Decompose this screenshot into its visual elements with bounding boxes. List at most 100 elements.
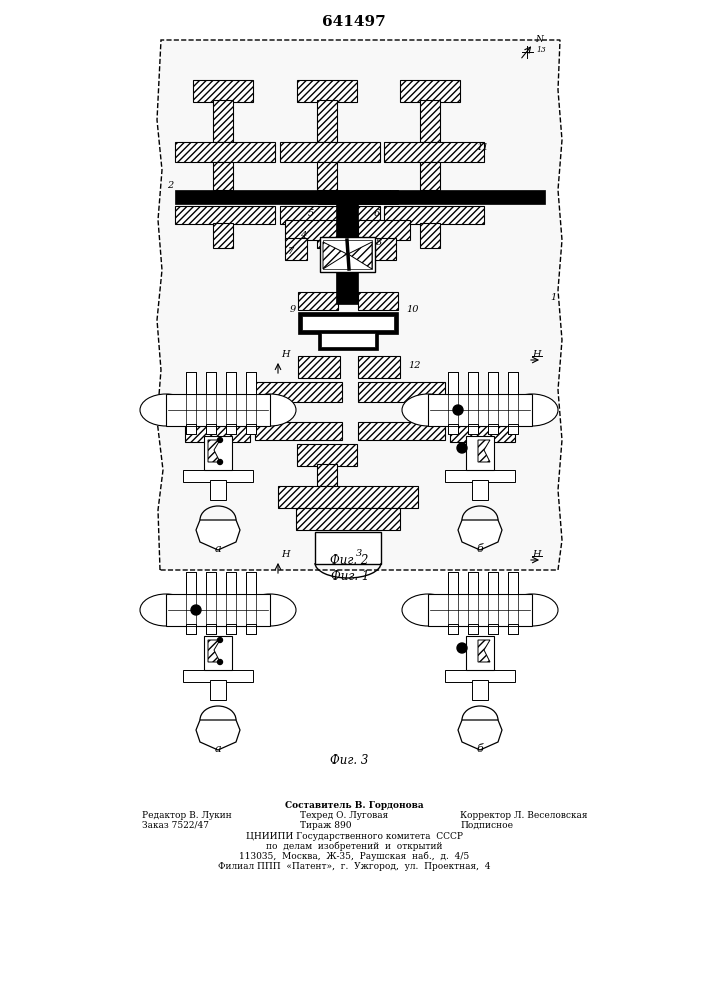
Text: Филиал ППП  «Патент»,  г.  Ужгород,  ул.  Проектная,  4: Филиал ППП «Патент», г. Ужгород, ул. Про… xyxy=(218,862,490,871)
Bar xyxy=(175,206,275,224)
Text: 13: 13 xyxy=(536,46,546,54)
Bar xyxy=(246,572,256,594)
Bar xyxy=(186,372,196,394)
Text: 4: 4 xyxy=(300,231,306,240)
Ellipse shape xyxy=(402,594,454,626)
Text: 641497: 641497 xyxy=(322,15,386,29)
Bar xyxy=(183,670,253,682)
Bar xyxy=(374,238,396,260)
Text: Тираж 890: Тираж 890 xyxy=(300,821,351,830)
Bar xyxy=(358,220,410,240)
Bar xyxy=(186,572,196,594)
Circle shape xyxy=(218,438,223,442)
Circle shape xyxy=(218,460,223,464)
Circle shape xyxy=(191,605,201,615)
Bar xyxy=(428,594,532,626)
Ellipse shape xyxy=(506,394,558,426)
Bar xyxy=(213,100,233,142)
Bar xyxy=(468,424,478,434)
Bar xyxy=(466,436,494,470)
Text: H: H xyxy=(281,550,289,559)
Text: ЦНИИПИ Государственного комитета  СССР: ЦНИИПИ Государственного комитета СССР xyxy=(245,832,462,841)
Bar xyxy=(390,190,545,204)
Bar xyxy=(297,80,357,102)
Polygon shape xyxy=(478,640,490,662)
Bar xyxy=(213,223,233,248)
Text: б: б xyxy=(477,744,484,754)
Bar xyxy=(317,100,337,142)
Bar xyxy=(255,422,342,440)
Text: Заказ 7522/47: Заказ 7522/47 xyxy=(142,821,209,830)
Bar xyxy=(210,680,226,700)
Bar xyxy=(285,238,307,260)
Text: H: H xyxy=(281,350,289,359)
Text: N: N xyxy=(535,35,543,44)
Text: 5: 5 xyxy=(308,209,314,218)
Text: 7: 7 xyxy=(288,247,294,256)
Bar xyxy=(318,190,398,204)
Bar xyxy=(186,624,196,634)
Bar xyxy=(317,223,337,248)
Bar xyxy=(420,162,440,190)
Text: Редактор В. Лукин: Редактор В. Лукин xyxy=(142,811,232,820)
Bar xyxy=(297,444,357,466)
Bar xyxy=(488,624,498,634)
Bar xyxy=(317,162,337,190)
Bar xyxy=(278,486,418,508)
Bar xyxy=(320,237,375,272)
Bar xyxy=(246,424,256,434)
Circle shape xyxy=(457,443,467,453)
Bar xyxy=(296,508,400,530)
Polygon shape xyxy=(458,720,502,750)
Bar xyxy=(175,142,275,162)
Bar xyxy=(280,206,380,224)
Bar xyxy=(226,572,236,594)
Bar xyxy=(450,424,515,442)
Text: 10: 10 xyxy=(406,305,419,314)
Text: H: H xyxy=(532,550,540,559)
Bar xyxy=(420,223,440,248)
Bar xyxy=(450,402,515,420)
Polygon shape xyxy=(157,40,562,570)
Bar xyxy=(206,424,216,434)
Bar xyxy=(358,422,445,440)
Bar xyxy=(448,424,458,434)
Polygon shape xyxy=(208,440,220,462)
Bar xyxy=(175,190,390,204)
Bar xyxy=(428,394,532,426)
Bar xyxy=(445,470,515,482)
Bar xyxy=(185,424,250,442)
Bar xyxy=(204,436,232,470)
Bar xyxy=(285,220,337,240)
Bar xyxy=(488,572,498,594)
Bar xyxy=(193,80,253,102)
Bar xyxy=(255,382,342,402)
Text: Фиг. 2: Фиг. 2 xyxy=(329,554,368,567)
Ellipse shape xyxy=(140,394,192,426)
Bar xyxy=(213,162,233,190)
Ellipse shape xyxy=(506,594,558,626)
Bar xyxy=(298,312,398,334)
Polygon shape xyxy=(458,520,502,550)
Text: Корректор Л. Веселовская: Корректор Л. Веселовская xyxy=(460,811,588,820)
Bar xyxy=(226,624,236,634)
Bar xyxy=(321,333,375,347)
Bar xyxy=(420,100,440,142)
Bar xyxy=(206,624,216,634)
Ellipse shape xyxy=(402,394,454,426)
Bar xyxy=(508,624,518,634)
Bar xyxy=(166,594,270,626)
Circle shape xyxy=(218,638,223,643)
Bar xyxy=(317,464,337,486)
Bar xyxy=(358,356,400,378)
Bar xyxy=(358,382,445,402)
Bar xyxy=(448,624,458,634)
Ellipse shape xyxy=(244,394,296,426)
Polygon shape xyxy=(348,242,372,269)
Circle shape xyxy=(457,643,467,653)
Text: по  делам  изобретений  и  открытий: по делам изобретений и открытий xyxy=(266,842,443,851)
Ellipse shape xyxy=(244,594,296,626)
Bar xyxy=(318,330,378,350)
Bar xyxy=(246,624,256,634)
Bar xyxy=(185,402,250,420)
